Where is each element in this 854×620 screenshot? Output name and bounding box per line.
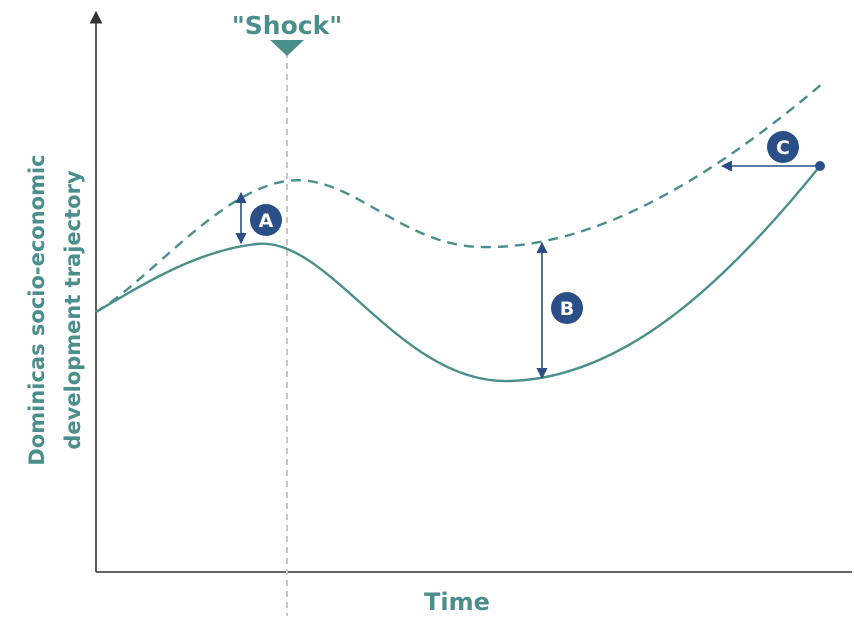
- y-axis-title-line1: Dominicas socio-economic: [25, 154, 49, 465]
- end-point-dot: [815, 161, 825, 171]
- y-axis-title-line2: development trajectory: [61, 170, 85, 450]
- marker-a-label: A: [259, 210, 274, 232]
- expected-trajectory-line: [96, 84, 822, 312]
- marker-c-label: C: [776, 137, 790, 159]
- x-axis-title: Time: [424, 588, 490, 616]
- marker-b-label: B: [560, 298, 574, 320]
- actual-trajectory-line: [96, 166, 820, 381]
- shock-label: "Shock": [232, 11, 342, 40]
- shock-triangle-icon: [270, 40, 304, 56]
